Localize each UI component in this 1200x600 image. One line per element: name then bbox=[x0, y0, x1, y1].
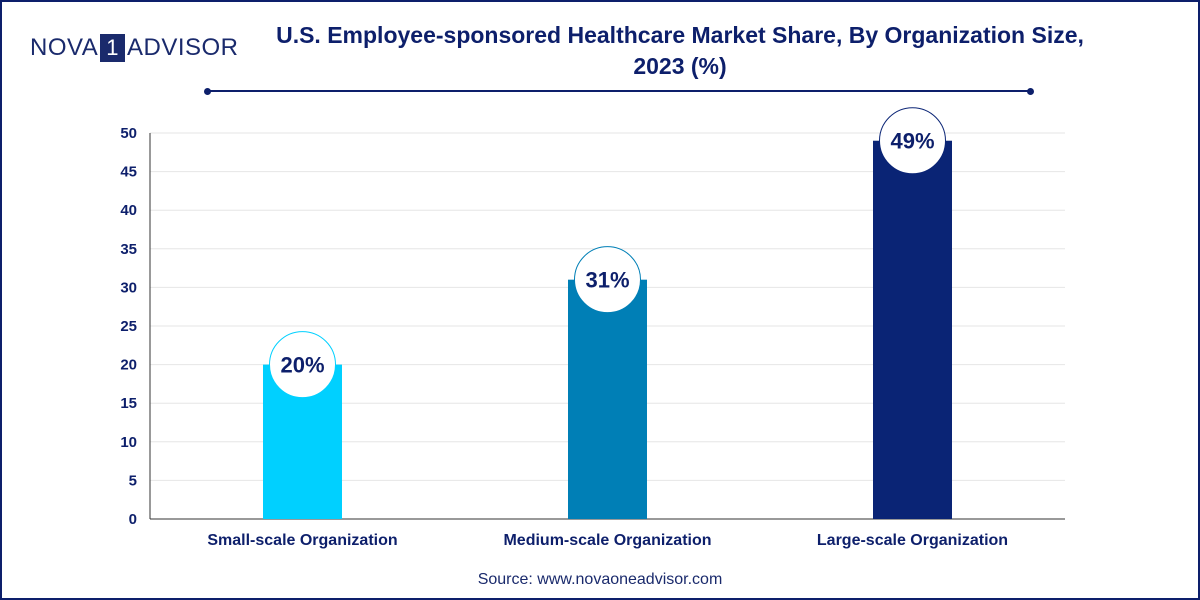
data-label: 20% bbox=[280, 353, 324, 378]
brand-logo-right: ADVISOR bbox=[126, 34, 239, 61]
value-label-bubble bbox=[879, 107, 946, 175]
source-note: Source: www.novaoneadvisor.com bbox=[477, 571, 723, 588]
divider-right-dot bbox=[1027, 87, 1034, 95]
y-tick-label: 10 bbox=[120, 434, 137, 451]
y-tick-label: 0 bbox=[129, 511, 137, 528]
x-tick-label: Large-scale Organization bbox=[817, 532, 1008, 549]
y-tick-label: 30 bbox=[120, 279, 137, 296]
bar bbox=[873, 140, 952, 519]
x-tick-label: Small-scale Organization bbox=[207, 532, 397, 549]
bar bbox=[568, 279, 647, 519]
chart-title-line-1: U.S. Employee-sponsored Healthcare Marke… bbox=[276, 22, 1084, 48]
title-divider bbox=[204, 87, 1034, 95]
y-tick-label: 15 bbox=[120, 395, 137, 412]
value-label-bubble bbox=[574, 246, 641, 314]
value-label-bubble bbox=[269, 331, 336, 399]
x-tick-label: Medium-scale Organization bbox=[503, 532, 711, 549]
brand-logo-number: 1 bbox=[100, 34, 125, 62]
y-tick-label: 35 bbox=[120, 241, 137, 258]
y-tick-label: 5 bbox=[129, 472, 137, 489]
data-label: 49% bbox=[890, 129, 934, 154]
chart-title-line-2: 2023 (%) bbox=[633, 53, 727, 79]
y-tick-label: 45 bbox=[120, 164, 137, 181]
brand-logo: NOVA 1 ADVISOR bbox=[30, 31, 239, 65]
data-label: 31% bbox=[585, 268, 629, 293]
y-tick-label: 20 bbox=[120, 357, 137, 374]
chart-title: U.S. Employee-sponsored Healthcare Marke… bbox=[230, 20, 1130, 82]
divider-left-dot bbox=[204, 87, 211, 95]
y-tick-label: 50 bbox=[120, 125, 137, 142]
y-tick-label: 40 bbox=[120, 202, 137, 219]
y-tick-label: 25 bbox=[120, 318, 137, 335]
brand-logo-left: NOVA bbox=[30, 34, 99, 61]
